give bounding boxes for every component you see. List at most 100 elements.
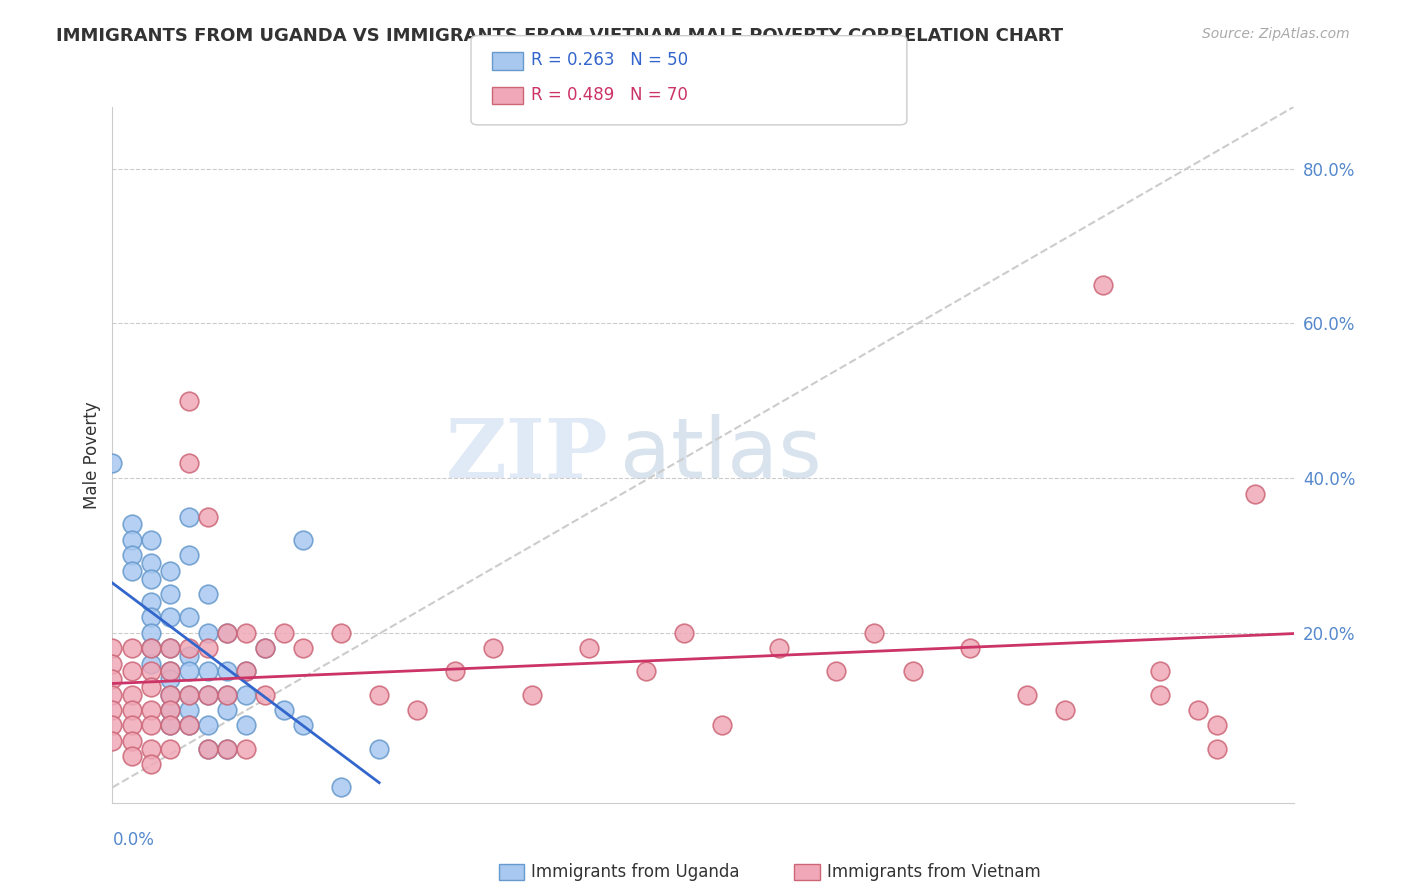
Point: [711, 718, 734, 732]
Text: R = 0.263   N = 50: R = 0.263 N = 50: [531, 51, 689, 69]
Point: [139, 665, 162, 679]
Point: [1092, 277, 1115, 292]
Point: [253, 688, 276, 702]
Point: [672, 625, 695, 640]
Point: [197, 718, 219, 732]
Point: [177, 456, 200, 470]
Point: [101, 703, 124, 717]
Point: [121, 549, 143, 563]
Point: [159, 587, 181, 601]
Point: [634, 665, 657, 679]
Point: [1149, 665, 1171, 679]
Point: [139, 741, 162, 756]
Point: [177, 509, 200, 524]
Point: [139, 718, 162, 732]
Point: [139, 625, 162, 640]
Point: [177, 648, 200, 663]
Point: [235, 741, 257, 756]
Point: [235, 665, 257, 679]
Point: [215, 741, 238, 756]
Point: [159, 641, 181, 656]
Point: [101, 672, 124, 686]
Text: IMMIGRANTS FROM UGANDA VS IMMIGRANTS FROM VIETNAM MALE POVERTY CORRELATION CHART: IMMIGRANTS FROM UGANDA VS IMMIGRANTS FRO…: [56, 27, 1063, 45]
Point: [101, 688, 124, 702]
Point: [121, 517, 143, 532]
Text: ZIP: ZIP: [446, 415, 609, 495]
Point: [1206, 741, 1229, 756]
Point: [177, 549, 200, 563]
Point: [197, 688, 219, 702]
Point: [159, 564, 181, 578]
Point: [159, 718, 181, 732]
Point: [121, 641, 143, 656]
Point: [578, 641, 600, 656]
Point: [177, 610, 200, 624]
Point: [197, 587, 219, 601]
Point: [1244, 486, 1267, 500]
Point: [368, 688, 391, 702]
Point: [121, 688, 143, 702]
Point: [520, 688, 543, 702]
Point: [197, 665, 219, 679]
Point: [197, 741, 219, 756]
Point: [159, 688, 181, 702]
Point: [197, 509, 219, 524]
Point: [863, 625, 886, 640]
Point: [177, 641, 200, 656]
Point: [121, 734, 143, 748]
Point: [159, 665, 181, 679]
Point: [139, 757, 162, 772]
Point: [159, 665, 181, 679]
Point: [139, 641, 162, 656]
Point: [253, 641, 276, 656]
Point: [215, 625, 238, 640]
Point: [273, 625, 295, 640]
Point: [159, 703, 181, 717]
Point: [197, 688, 219, 702]
Point: [159, 610, 181, 624]
Point: [121, 703, 143, 717]
Point: [235, 665, 257, 679]
Point: [121, 533, 143, 547]
Point: [177, 718, 200, 732]
Point: [482, 641, 505, 656]
Point: [197, 625, 219, 640]
Point: [121, 749, 143, 764]
Text: Source: ZipAtlas.com: Source: ZipAtlas.com: [1202, 27, 1350, 41]
Point: [139, 595, 162, 609]
Point: [273, 703, 295, 717]
Point: [159, 672, 181, 686]
Point: [959, 641, 981, 656]
Point: [101, 641, 124, 656]
Point: [825, 665, 848, 679]
Point: [139, 703, 162, 717]
Point: [177, 688, 200, 702]
Point: [159, 741, 181, 756]
Point: [197, 741, 219, 756]
Point: [139, 641, 162, 656]
Point: [235, 625, 257, 640]
Point: [330, 625, 353, 640]
Point: [406, 703, 429, 717]
Point: [235, 718, 257, 732]
Point: [139, 610, 162, 624]
Point: [1053, 703, 1076, 717]
Text: atlas: atlas: [620, 415, 823, 495]
Point: [368, 741, 391, 756]
Point: [139, 657, 162, 671]
Point: [159, 688, 181, 702]
Point: [177, 688, 200, 702]
Point: [1149, 688, 1171, 702]
Point: [1015, 688, 1038, 702]
Point: [159, 718, 181, 732]
Point: [101, 734, 124, 748]
Point: [215, 741, 238, 756]
Point: [101, 718, 124, 732]
Point: [139, 572, 162, 586]
Point: [101, 456, 124, 470]
Y-axis label: Male Poverty: Male Poverty: [83, 401, 101, 508]
Point: [215, 703, 238, 717]
Text: 0.0%: 0.0%: [112, 830, 155, 848]
Point: [139, 533, 162, 547]
Point: [197, 641, 219, 656]
